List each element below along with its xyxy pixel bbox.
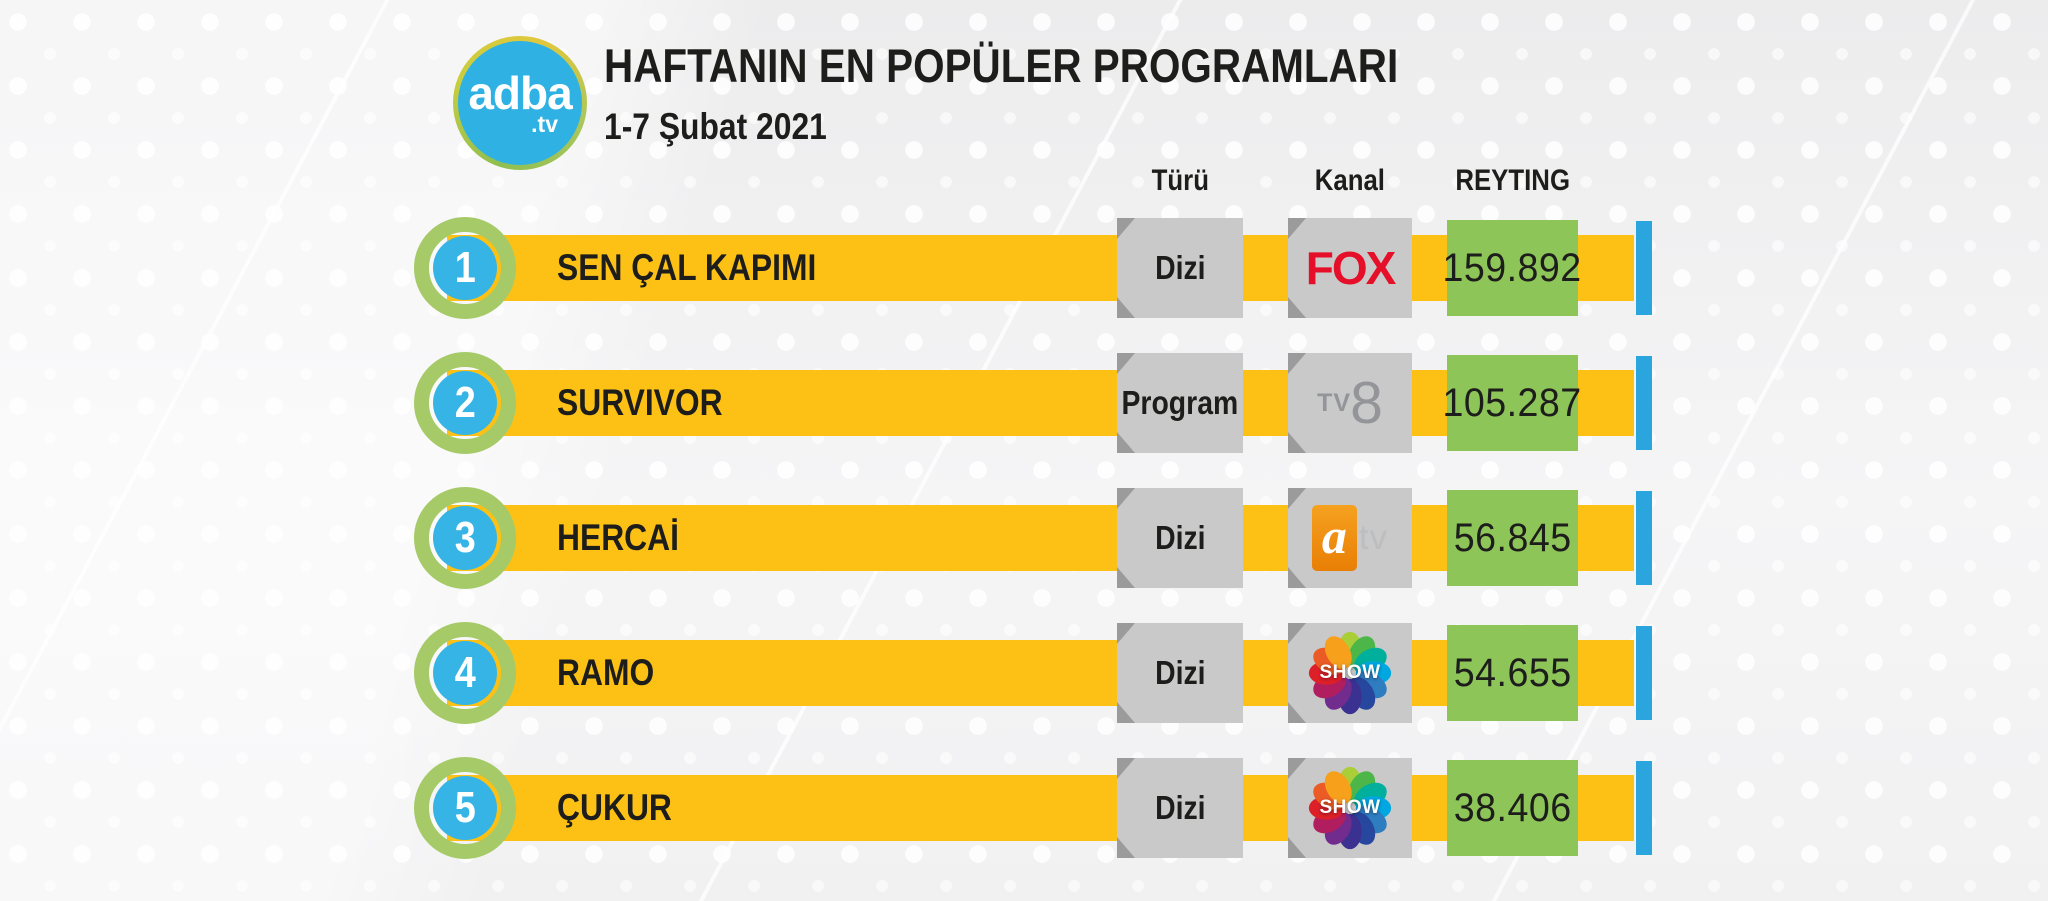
rating-box: 105.287 (1443, 355, 1582, 451)
channel-box: TV 8 (1288, 353, 1412, 453)
type-box: Dizi (1117, 218, 1243, 318)
fox-logo: FOX (1305, 242, 1397, 294)
rank-number: 4 (433, 641, 497, 705)
rank-badge: 4 (414, 622, 516, 724)
type-label: Program (1121, 384, 1239, 421)
rank-number: 5 (433, 776, 497, 840)
table-row: RAMO Dizi (0, 622, 2048, 724)
bar-end-cap (1636, 356, 1652, 450)
rank-number: 3 (433, 506, 497, 570)
show-daisy-icon (1308, 766, 1392, 850)
atv-logo: a tv (1311, 505, 1388, 571)
type-box: Dizi (1117, 488, 1243, 588)
program-title: ÇUKUR (557, 787, 672, 828)
rating-value: 38.406 (1453, 785, 1572, 830)
adba-logo-text: adba (468, 67, 572, 119)
adba-logo-suffix: .tv (531, 111, 558, 137)
channel-box: FOX (1288, 218, 1412, 318)
type-label: Dizi (1154, 249, 1206, 286)
bar-end-cap (1636, 761, 1652, 855)
type-box: Dizi (1117, 623, 1243, 723)
type-box: Dizi (1117, 758, 1243, 858)
type-label: Dizi (1154, 519, 1206, 556)
page-title: HAFTANIN EN POPÜLER PROGRAMLARI (604, 39, 1399, 92)
show-tv-logo: SHOW (1308, 766, 1392, 850)
bar-end-cap (1636, 626, 1652, 720)
rank-badge: 5 (414, 757, 516, 859)
rank-badge: 2 (414, 352, 516, 454)
table-row: ÇUKUR Dizi (0, 757, 2048, 859)
column-header-type: Türü (1151, 164, 1209, 197)
program-title: SEN ÇAL KAPIMI (557, 247, 817, 288)
program-title: SURVIVOR (557, 382, 723, 423)
program-bar: SEN ÇAL KAPIMI (447, 235, 1634, 301)
rating-value: 105.287 (1442, 380, 1583, 425)
rating-box: 159.892 (1443, 220, 1582, 316)
show-daisy-icon (1308, 631, 1392, 715)
column-header-channel: Kanal (1314, 164, 1386, 197)
channel-box: a tv (1288, 488, 1412, 588)
rating-box: 54.655 (1447, 625, 1578, 721)
program-bar: HERCAİ (447, 505, 1634, 571)
adba-tv-logo: adba .tv (453, 36, 587, 170)
rating-box: 38.406 (1447, 760, 1578, 856)
rating-value: 159.892 (1442, 245, 1583, 290)
date-range: 1-7 Şubat 2021 (604, 106, 827, 147)
table-row: SEN ÇAL KAPIMI Dizi FOX 159.892 1 (0, 217, 2048, 319)
channel-box: SHOW (1288, 758, 1412, 858)
rating-box: 56.845 (1447, 490, 1578, 586)
program-bar: SURVIVOR (447, 370, 1634, 436)
table-row: HERCAİ Dizi a tv 56.845 3 (0, 487, 2048, 589)
rating-value: 56.845 (1453, 515, 1572, 560)
type-box: Program (1117, 353, 1243, 453)
program-bar: ÇUKUR (447, 775, 1634, 841)
column-header-rating: REYTING (1455, 164, 1570, 197)
type-label: Dizi (1154, 789, 1206, 826)
show-tv-logo: SHOW (1308, 631, 1392, 715)
adba-logo-circle: adba .tv (458, 41, 582, 165)
rank-number: 2 (433, 371, 497, 435)
bar-end-cap (1636, 221, 1652, 315)
rank-badge: 3 (414, 487, 516, 589)
program-title: HERCAİ (557, 517, 679, 558)
bar-end-cap (1636, 491, 1652, 585)
type-label: Dizi (1154, 654, 1206, 691)
rank-badge: 1 (414, 217, 516, 319)
tv8-logo: TV 8 (1317, 369, 1383, 436)
rating-value: 54.655 (1453, 650, 1572, 695)
table-row: SURVIVOR Program TV 8 105.287 2 (0, 352, 2048, 454)
program-title: RAMO (557, 652, 655, 693)
program-bar: RAMO (447, 640, 1634, 706)
channel-box: SHOW (1288, 623, 1412, 723)
rank-number: 1 (433, 236, 497, 300)
